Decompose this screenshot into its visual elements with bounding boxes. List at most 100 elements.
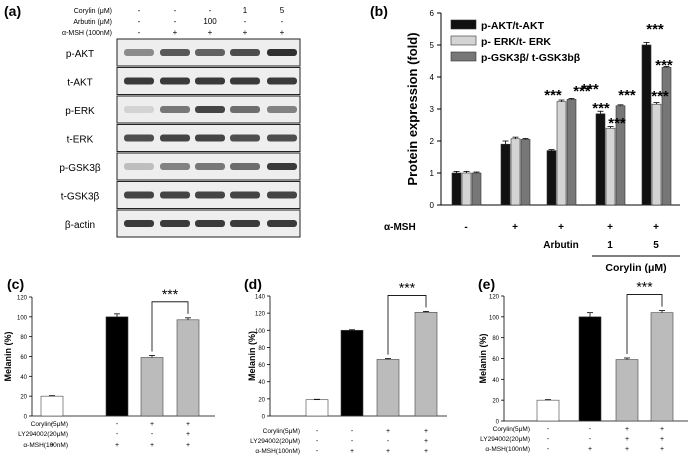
significance-label: *** — [608, 115, 626, 132]
bar — [510, 138, 521, 206]
blot-condition-value: - — [174, 6, 177, 15]
treatment-value: + — [588, 446, 592, 453]
blot-band — [230, 191, 260, 199]
treatment-label: α-MSH — [384, 222, 416, 233]
group-label: Corylin (μM) — [605, 262, 666, 274]
significance-label: *** — [544, 87, 562, 104]
treatment-label: LY294002(20μM) — [480, 436, 530, 443]
treatment-value: - — [316, 438, 319, 445]
y-tick-label: 4 — [430, 73, 435, 82]
blot-row-label: t-GSK3β — [61, 192, 100, 203]
y-tick-label: 60 — [258, 363, 265, 369]
treatment-value: + — [424, 448, 428, 455]
blot-condition-value: - — [174, 17, 177, 26]
significance-label: *** — [646, 21, 664, 38]
blot-band — [124, 191, 154, 199]
blot-condition-value: 5 — [280, 6, 285, 15]
panel-label-a: (a) — [4, 3, 21, 19]
treatment-value: - — [316, 428, 319, 435]
treatment-value: + — [625, 426, 629, 433]
bar — [546, 150, 557, 206]
blot-band — [124, 220, 154, 227]
blot-row-label: p-ERK — [65, 106, 95, 117]
treatment-value: + — [424, 438, 428, 445]
y-tick-label: 120 — [17, 296, 28, 302]
significance-label: *** — [592, 100, 610, 117]
y-tick-label: 40 — [258, 380, 265, 386]
bar — [566, 99, 577, 206]
blot-condition-label: α-MSH (100nM) — [62, 30, 112, 37]
blot-band — [267, 77, 297, 85]
y-tick-label: 120 — [489, 295, 500, 301]
treatment-value: + — [625, 446, 629, 453]
bar — [641, 44, 652, 206]
blot-condition-label: Arbutin (μM) — [73, 19, 112, 26]
treatment-label: α-MSH(100nM) — [485, 446, 530, 453]
blot-condition-value: - — [281, 17, 284, 26]
treatment-label: LY294002(20μM) — [18, 431, 68, 438]
y-axis-title: Melanin (%) — [3, 331, 13, 381]
y-axis-title: Melanin (%) — [247, 331, 257, 381]
bar — [376, 359, 400, 417]
blot-band — [124, 163, 154, 170]
treatment-value: - — [547, 426, 550, 433]
bar — [650, 312, 674, 422]
y-tick-label: 60 — [492, 357, 499, 363]
significance-bracket — [387, 295, 427, 355]
blot-band — [160, 220, 190, 227]
treatment-value: 1 — [607, 240, 613, 251]
blot-band — [230, 163, 260, 170]
blot-band — [195, 220, 225, 227]
blot-band — [267, 191, 297, 199]
blot-band — [267, 49, 297, 56]
treatment-label: α-MSH(100nM) — [255, 448, 300, 455]
blot-condition-value: - — [138, 28, 141, 37]
blot-band — [230, 49, 260, 56]
significance-label: *** — [581, 81, 599, 98]
blot-band — [230, 77, 260, 85]
treatment-value: + — [558, 222, 564, 233]
treatment-value: + — [660, 436, 664, 443]
bar — [176, 319, 200, 417]
y-tick-label: 140 — [255, 295, 266, 301]
blot-band — [124, 77, 154, 85]
blot-band — [195, 106, 225, 113]
treatment-label: Corylin(5μM) — [493, 426, 530, 433]
treatment-label: Corylin(5μM) — [31, 421, 68, 428]
y-tick-label: 0 — [24, 415, 28, 421]
y-tick-label: 40 — [20, 375, 27, 381]
significance-bracket — [151, 301, 189, 352]
panel-c-melanin-chart: (c) 0 20 40 60 80 100 120 Melanin (%) *** Corylin(… — [3, 276, 215, 449]
legend-label: p-AKT/t-AKT — [481, 20, 545, 32]
treatment-value: - — [387, 438, 390, 445]
significance-label: *** — [618, 87, 636, 104]
y-tick-label: 0 — [262, 415, 266, 421]
blot-band — [160, 49, 190, 56]
bar — [520, 139, 531, 206]
blot-band — [267, 134, 297, 142]
bar — [578, 316, 602, 422]
bar — [536, 399, 560, 422]
blot-band — [160, 134, 190, 142]
y-tick-label: 60 — [20, 355, 27, 361]
y-tick-label: 100 — [255, 329, 266, 335]
panel-e-melanin-chart: (e) 0 20 40 60 80 100 120 Melanin (%) *** Corylin(… — [478, 276, 688, 453]
treatment-value: + — [186, 431, 190, 438]
blot-condition-value: + — [243, 28, 248, 37]
treatment-label: LY294002(20μM) — [250, 438, 300, 445]
legend-swatch — [450, 35, 477, 46]
bar — [500, 143, 511, 206]
panel-label: (c) — [7, 276, 24, 292]
blot-band — [124, 49, 154, 56]
bar — [340, 329, 364, 417]
blot-band — [160, 163, 190, 170]
legend-swatch — [450, 51, 477, 62]
blot-band — [160, 191, 190, 199]
treatment-value: - — [151, 431, 154, 438]
bar — [414, 311, 438, 417]
blot-condition-value: - — [138, 6, 141, 15]
legend-label: p-GSK3β/ t-GSK3bβ — [481, 52, 581, 64]
y-tick-label: 80 — [20, 335, 27, 341]
treatment-value: - — [351, 428, 354, 435]
